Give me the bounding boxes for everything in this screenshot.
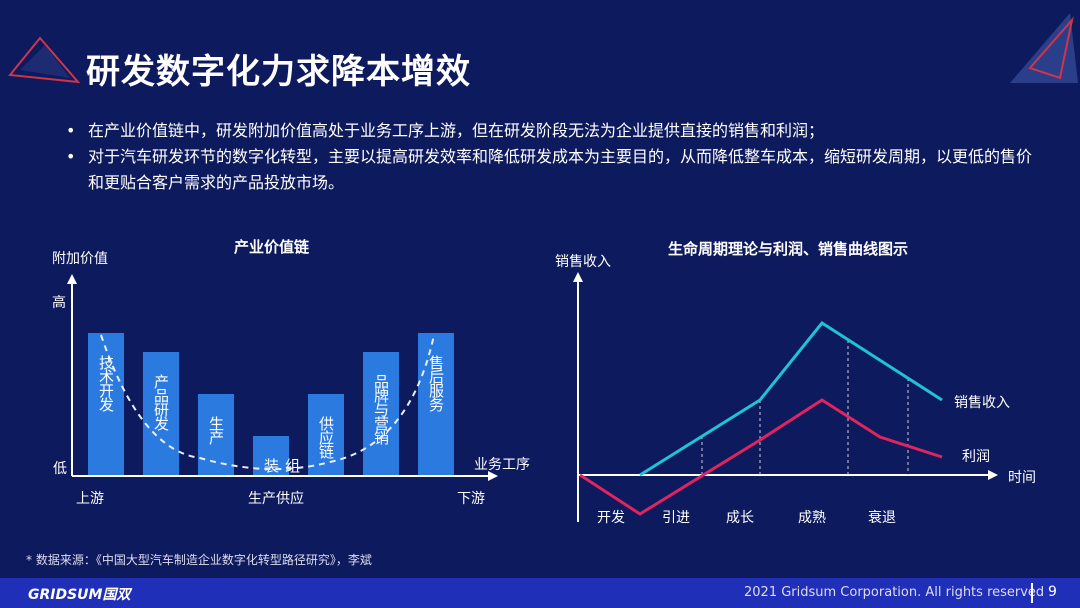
source-note: * 数据来源：《中国大型汽车制造企业数字化转型路径研究》，李斌 — [26, 553, 372, 567]
value-chain-bar: 产品研发 — [143, 352, 179, 475]
divider — [1031, 583, 1033, 603]
page-title: 研发数字化力求降本增效 — [86, 52, 471, 92]
stage-label: 衰退 — [868, 510, 896, 526]
profit-line — [579, 398, 943, 516]
gridsum-logo: GRIDSUM国双 — [28, 587, 131, 603]
value-chain-bar: 技术开发 — [88, 333, 124, 475]
decor-triangle-left — [8, 36, 81, 84]
decor-triangle-right — [1010, 13, 1078, 83]
value-chain-bar: 生产 — [198, 394, 234, 475]
stage-label: 引进 — [662, 510, 690, 526]
value-chain-bar: 品牌与营销 — [363, 352, 399, 475]
value-chain-bar: 售后服务 — [418, 333, 454, 475]
r-y-axis-label: 销售收入 — [555, 254, 611, 270]
profit-series-label: 利润 — [962, 449, 990, 465]
y-axis-label: 附加价值 — [52, 251, 108, 267]
y-low-label: 低 — [53, 461, 67, 477]
sales-series-label: 销售收入 — [954, 395, 1010, 411]
lifecycle-title: 生命周期理论与利润、销售曲线图示 — [668, 240, 909, 258]
bar-label: 供应链 — [317, 416, 335, 458]
downstream-label: 下游 — [457, 491, 485, 507]
bar-label: 生产 — [207, 416, 225, 444]
bullet-item: 对于汽车研发环节的数字化转型，主要以提高研发效率和降低研发成本为主要目的，从而降… — [66, 144, 1046, 196]
bullet-item: 在产业价值链中，研发附加价值高处于业务工序上游，但在研发阶段无法为企业提供直接的… — [66, 118, 1046, 144]
value-chain-title: 产业价值链 — [234, 238, 310, 256]
x-axis-label: 业务工序 — [474, 457, 530, 473]
bullet-list: 在产业价值链中，研发附加价值高处于业务工序上游，但在研发阶段无法为企业提供直接的… — [66, 118, 1046, 196]
stage-label: 开发 — [597, 510, 625, 526]
time-label: 时间 — [1008, 470, 1036, 486]
bar-label: 售后服务 — [427, 355, 445, 411]
page-number: 9 — [1048, 584, 1057, 600]
upstream-label: 上游 — [76, 491, 104, 507]
bar-label: 技术开发 — [97, 355, 115, 411]
copyright: 2021 Gridsum Corporation. All rights res… — [744, 585, 1045, 600]
stage-label: 成长 — [726, 510, 754, 526]
stage-label: 成熟 — [798, 510, 826, 526]
value-chain-bar: 供应链 — [308, 394, 344, 475]
production-label: 生产供应 — [248, 491, 304, 507]
value-chain-bar: 组装 — [253, 436, 301, 475]
y-high-label: 高 — [52, 295, 66, 311]
footer-bar: GRIDSUM国双 2021 Gridsum Corporation. All … — [0, 578, 1080, 608]
sales-line — [639, 321, 943, 477]
bar-label: 品牌与营销 — [372, 374, 390, 444]
bar-label: 组装 — [262, 458, 301, 472]
bar-label: 产品研发 — [152, 374, 170, 430]
